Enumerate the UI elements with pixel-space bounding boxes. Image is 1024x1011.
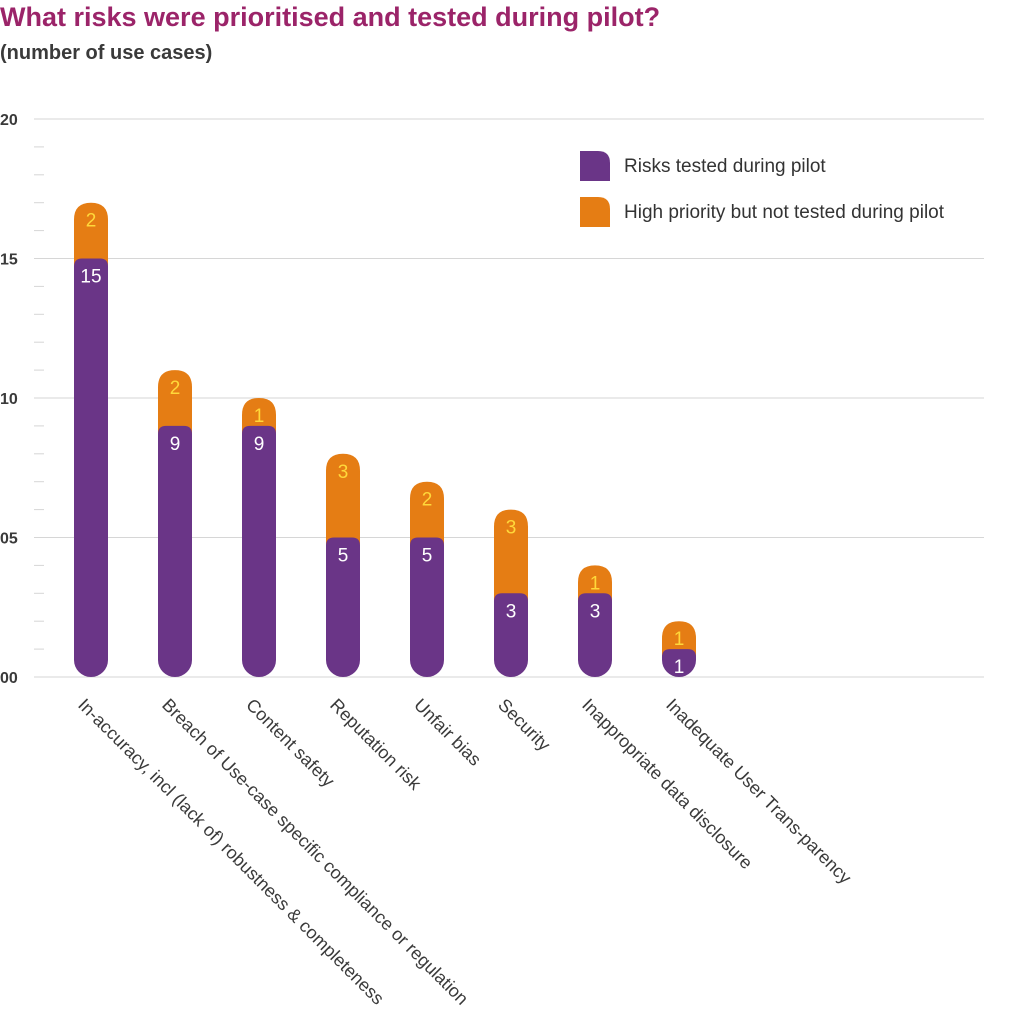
data-label-tested: 9: [170, 434, 181, 455]
data-label-not-tested: 3: [338, 462, 349, 483]
bar-segment-tested: [578, 593, 612, 677]
x-tick-label: Inadequate User Trans-parency: [662, 695, 855, 888]
bar-group: 31: [578, 565, 612, 677]
bar-group: 53: [326, 453, 360, 677]
legend-swatch: [580, 151, 610, 181]
data-label-tested: 15: [80, 267, 101, 288]
y-tick-label: 15: [0, 252, 18, 269]
bar-group: 11: [662, 621, 696, 678]
bar-segment-not-tested: [494, 509, 528, 602]
bar-group: 15 2: [74, 202, 108, 677]
x-axis-labels: In-accuracy, incl (lack of) robustness &…: [74, 695, 855, 1009]
bar-group: 91: [242, 398, 276, 677]
legend-label: High priority but not tested during pilo…: [624, 202, 945, 223]
bar-segment-not-tested: [578, 565, 612, 602]
data-label-tested: 9: [254, 434, 265, 455]
data-label-not-tested: 1: [674, 629, 685, 650]
bar-segment-not-tested: [662, 621, 696, 658]
x-tick-label: Unfair bias: [410, 695, 485, 770]
legend-swatch: [580, 197, 610, 227]
legend-item: High priority but not tested during pilo…: [580, 197, 945, 227]
bar-segment-tested: [158, 425, 192, 677]
y-tick-label: 00: [0, 670, 18, 687]
data-label-tested: 1: [674, 657, 685, 678]
bar-segment-not-tested: [74, 202, 108, 267]
bar-group: 52: [410, 481, 444, 677]
data-label-not-tested: 3: [506, 518, 517, 539]
bar-segment-tested: [326, 537, 360, 677]
chart-title: What risks were prioritised and tested d…: [0, 2, 661, 32]
bar-segment-tested: [242, 425, 276, 677]
legend-item: Risks tested during pilot: [580, 151, 826, 181]
y-tick-label: 05: [0, 531, 18, 548]
bar-segment-tested: [662, 649, 696, 677]
data-label-tested: 3: [590, 601, 601, 622]
x-tick-label: Breach of Use-case specific compliance o…: [158, 695, 472, 1009]
bar-segment-not-tested: [410, 481, 444, 546]
data-label-not-tested: 2: [422, 490, 433, 511]
data-label-not-tested: 1: [254, 406, 265, 427]
data-label-tested: 3: [506, 601, 517, 622]
x-tick-label: Inappropriate data disclosure: [578, 695, 756, 873]
bar-segment-not-tested: [242, 398, 276, 434]
legend-label: Risks tested during pilot: [624, 156, 826, 177]
bar-segment-tested: [74, 258, 108, 677]
bar-segment-not-tested: [326, 453, 360, 546]
bar-group: 33: [494, 509, 528, 677]
chart-subtitle: (number of use cases): [0, 42, 213, 64]
data-label-not-tested: 2: [86, 211, 97, 232]
x-tick-label: In-accuracy, incl (lack of) robustness &…: [74, 695, 388, 1009]
data-label-not-tested: 2: [170, 378, 181, 399]
y-tick-label: 20: [0, 112, 18, 129]
legend: Risks tested during pilot High priority b…: [580, 151, 945, 227]
y-axis-ticks: 00 05 10 15 20: [0, 112, 18, 687]
y-tick-label: 10: [0, 391, 18, 408]
data-label-not-tested: 1: [590, 573, 601, 594]
bar-segment-not-tested: [158, 370, 192, 434]
data-label-tested: 5: [338, 546, 349, 567]
bar-segment-tested: [494, 593, 528, 677]
bar-group: 92: [158, 370, 192, 677]
data-label-tested: 5: [422, 546, 433, 567]
x-tick-label: Content safety: [242, 695, 338, 791]
x-tick-label: Security: [494, 695, 554, 755]
x-tick-label: Reputation risk: [326, 695, 426, 795]
bar-segment-tested: [410, 537, 444, 677]
